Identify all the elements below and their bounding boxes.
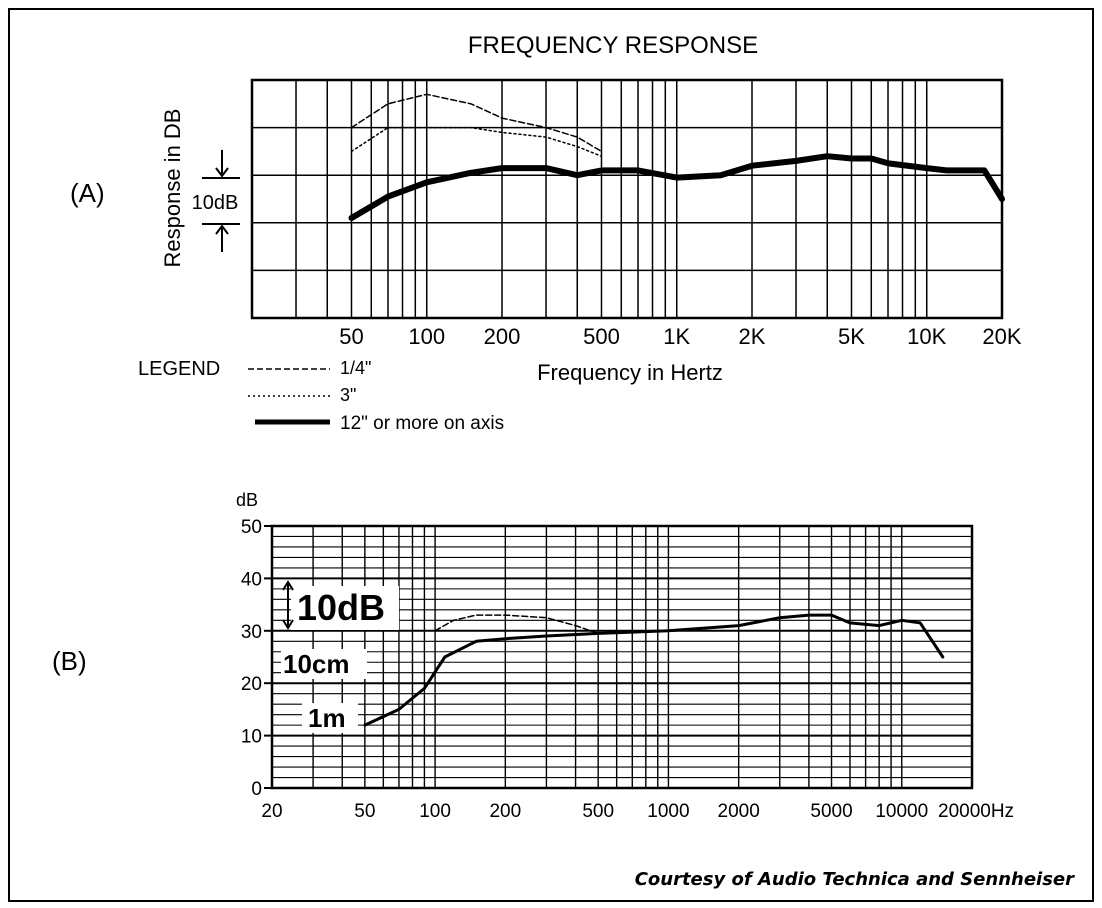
label-1m: 1m (308, 703, 346, 733)
chart-a-xtick-label: 200 (484, 324, 521, 349)
chart-a-xtick-label: 50 (339, 324, 363, 349)
chart-b-ytick-label: 50 (241, 517, 262, 538)
chart-a-ylabel: Response in DB (160, 109, 185, 268)
chart-b-ytick-label: 10 (241, 727, 262, 748)
chart-a-series-2 (348, 153, 1005, 221)
chart-b-scale-bracket (282, 580, 294, 630)
legend-label-quarter-inch: 1/4" (340, 358, 371, 378)
chart-a-plot-border (250, 78, 1004, 320)
label-1m-box (302, 703, 358, 733)
panel-b-label: (B) (52, 646, 87, 676)
figure-frame (8, 8, 1094, 902)
chart-b-series-0 (434, 614, 599, 635)
chart-a-xtick-label: 20K (982, 324, 1021, 349)
chart-b-ylabel: dB (236, 490, 258, 510)
label-10cm: 10cm (283, 649, 350, 679)
chart-a-scale-marker: 10dB (192, 192, 239, 214)
chart-b-xtick-label: 50 (354, 801, 375, 822)
chart-b-xtick-label: 10000 (875, 801, 928, 822)
chart-a-xtick-label: 1K (663, 324, 690, 349)
legend-label-twelve-inch: 12" or more on axis (340, 413, 504, 434)
chart-b-xtick-label: 1000 (647, 801, 689, 822)
label-10cm-box (281, 649, 367, 679)
chart-b-xtick-label: 20000Hz (938, 801, 1014, 822)
chart-b-xtick-label: 200 (489, 801, 521, 822)
legend-title: LEGEND (138, 358, 220, 380)
chart-a-xtick-label: 10K (907, 324, 946, 349)
panel-a-label: (A) (70, 178, 105, 208)
chart-b-xtick-label: 5000 (810, 801, 852, 822)
chart-a-series-1 (350, 126, 603, 157)
chart-a-scale-bracket (202, 150, 240, 252)
chart-b-xtick-label: 100 (419, 801, 451, 822)
chart-b-series-1 (363, 613, 945, 727)
chart-a-xtick-label: 5K (838, 324, 865, 349)
chart-b-plot-border (270, 524, 974, 790)
chart-b-ytick-label: 30 (241, 622, 262, 643)
chart-b-ytick-label: 40 (241, 569, 262, 590)
chart-a-xtick-label: 500 (583, 324, 620, 349)
chart-b-ytick-label: 20 (241, 674, 262, 695)
chart-a-xtick-label: 2K (739, 324, 766, 349)
chart-a-series-0 (350, 93, 603, 153)
chart-b-scale-marker: 10dB (297, 587, 385, 628)
chart-b-xtick-label: 20 (261, 801, 282, 822)
chart-b-ytick-label: 0 (251, 779, 262, 800)
chart-a-xtick-label: 100 (408, 324, 445, 349)
chart-b-xtick-label: 2000 (718, 801, 760, 822)
courtesy-credit: Courtesy of Audio Technica and Sennheise… (634, 869, 1074, 890)
chart-b-xtick-label: 500 (582, 801, 614, 822)
chart-a-xlabel: Frequency in Hertz (537, 360, 723, 385)
chart-b-scale-marker-box (291, 586, 399, 630)
chart-a-title: FREQUENCY RESPONSE (468, 32, 758, 59)
legend-label-three-inch: 3" (340, 385, 356, 405)
